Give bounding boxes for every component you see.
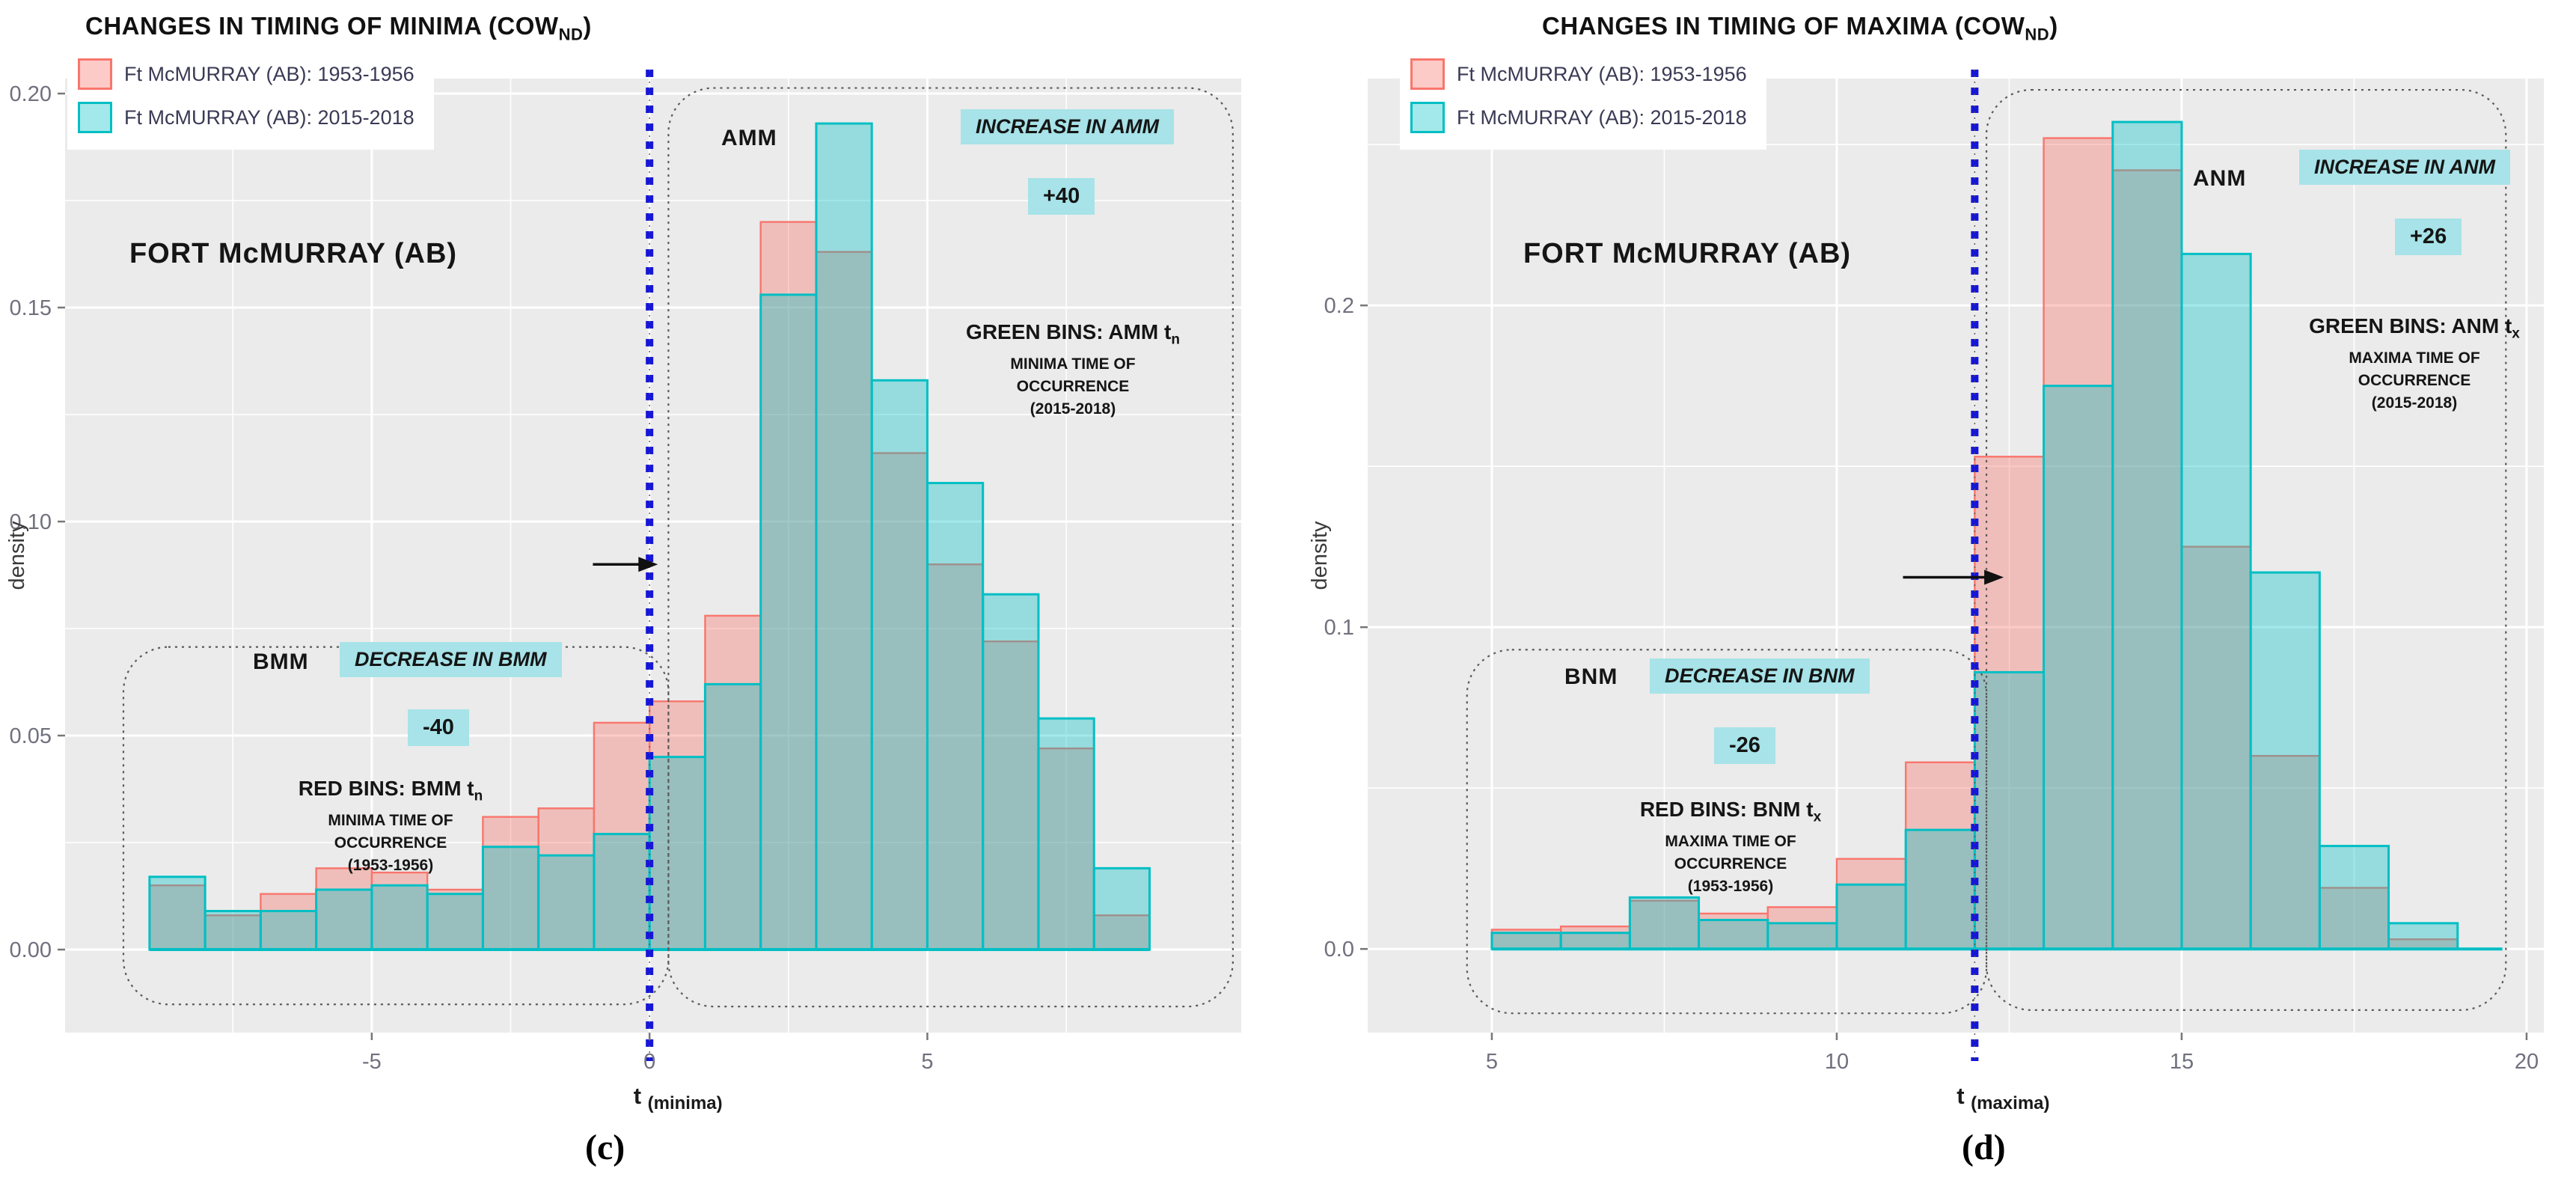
chart-title-text: CHANGES IN TIMING OF MAXIMA (COW [1542,12,2025,40]
svg-text:5: 5 [921,1050,933,1074]
svg-text:0.00: 0.00 [10,938,52,962]
subfigure-caption-d: (d) [1962,1128,2006,1167]
station-label: FORT McMURRAY (AB) [1523,238,1852,269]
decrease-callout: DECREASE IN BMM [340,642,562,677]
legend: Ft McMURRAY (AB): 1953-1956 Ft McMURRAY … [67,42,434,150]
red-bins-note: RED BINS: BNM tx MAXIMA TIME OF OCCURREN… [1639,798,1822,895]
svg-text:0.10: 0.10 [10,510,52,534]
legend-label: Ft McMURRAY (AB): 1953-1956 [1457,62,1747,85]
legend-item-2015-2018: Ft McMURRAY (AB): 2015-2018 [1410,96,1747,139]
station-label: FORT McMURRAY (AB) [129,238,458,269]
svg-text:0: 0 [643,1050,655,1074]
decrease-value-badge: -26 [1714,727,1775,764]
legend-item-1953-1956: Ft McMURRAY (AB): 1953-1956 [1410,52,1747,96]
bnm-label: BNM [1564,664,1618,689]
chart-minima-panel: CHANGES IN TIMING OF MINIMA (COWND) -5 0 5… [1,0,1273,1122]
legend-swatch-red [78,58,112,90]
svg-text:0.1: 0.1 [1324,616,1354,640]
legend-swatch-red [1410,58,1445,90]
bmm-label: BMM [253,649,309,674]
svg-text:5: 5 [1486,1050,1498,1074]
increase-callout: INCREASE IN AMM [961,109,1175,144]
legend-swatch-teal [1410,102,1445,133]
chart-title-subscript: ND [558,25,584,44]
amm-label: AMM [721,126,777,150]
svg-text:0.0: 0.0 [1324,938,1354,962]
green-bins-note: GREEN BINS: ANM tx MAXIMA TIME OF OCCURR… [2309,314,2520,412]
increase-callout: INCREASE IN ANM [2299,150,2511,185]
green-bins-note: GREEN BINS: AMM tn MINIMA TIME OF OCCURR… [966,320,1180,418]
subfigure-caption-c: (c) [585,1128,625,1167]
chart-title: CHANGES IN TIMING OF MAXIMA (COWND) [1542,12,2058,44]
chart-title-text: CHANGES IN TIMING OF MINIMA (COW [85,12,559,40]
svg-text:density: density [5,521,29,590]
chart-title-subscript: ND [2025,25,2050,44]
svg-text:10: 10 [1825,1050,1849,1074]
decrease-callout: DECREASE IN BNM [1650,658,1870,694]
legend-item-1953-1956: Ft McMURRAY (AB): 1953-1956 [78,52,414,96]
legend: Ft McMURRAY (AB): 1953-1956 Ft McMURRAY … [1400,42,1766,150]
svg-text:t (maxima): t (maxima) [1957,1083,2049,1113]
legend-label: Ft McMURRAY (AB): 2015-2018 [1457,106,1747,129]
svg-text:0.15: 0.15 [10,296,52,320]
svg-text:15: 15 [2170,1050,2194,1074]
legend-label: Ft McMURRAY (AB): 2015-2018 [124,106,414,129]
decrease-value-badge: -40 [408,709,469,746]
red-bins-note: RED BINS: BMM tn MINIMA TIME OF OCCURREN… [298,777,483,874]
legend-swatch-teal [78,102,112,133]
svg-text:density: density [1308,521,1332,590]
svg-text:0.20: 0.20 [10,82,52,106]
svg-text:0.05: 0.05 [10,724,52,748]
svg-text:t (minima): t (minima) [634,1083,723,1113]
chart-maxima-panel: CHANGES IN TIMING OF MAXIMA (COWND) 5 10 1… [1304,0,2576,1122]
increase-value-badge: +40 [1028,178,1095,215]
svg-text:20: 20 [2515,1050,2539,1074]
histogram-minima: -5 0 5 0.00 0.05 0.10 0.15 0.20 density t (minima… [5,70,1241,1113]
legend-item-2015-2018: Ft McMURRAY (AB): 2015-2018 [78,96,414,139]
anm-label: ANM [2193,166,2247,191]
legend-label: Ft McMURRAY (AB): 1953-1956 [124,62,414,85]
increase-value-badge: +26 [2395,218,2462,255]
svg-text:-5: -5 [362,1050,382,1074]
svg-text:0.2: 0.2 [1324,294,1354,318]
histogram-maxima: 5 10 15 20 0.0 0.1 0.2 density t (maxima) [1308,70,2544,1113]
chart-title: CHANGES IN TIMING OF MINIMA (COWND) [85,12,592,44]
